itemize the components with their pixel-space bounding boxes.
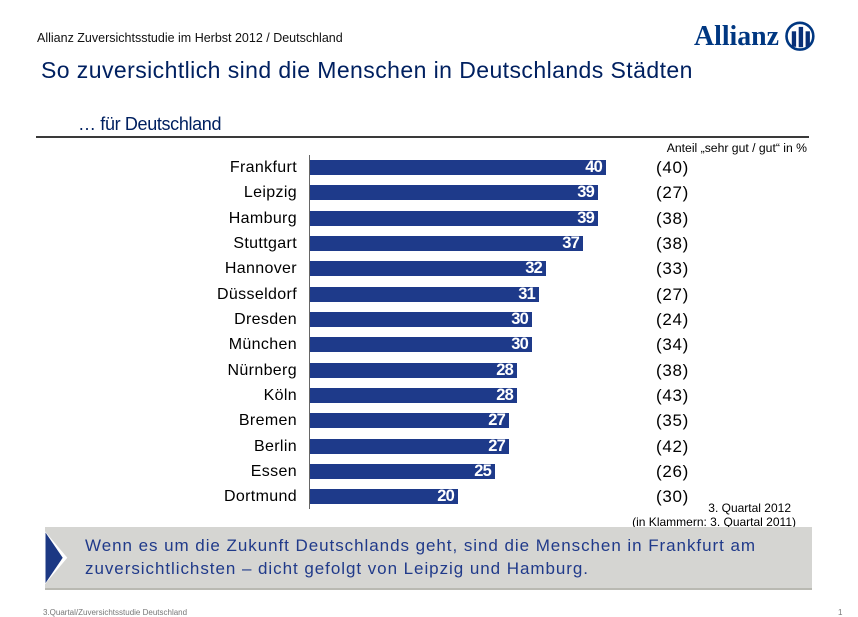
svg-text:Allianz: Allianz <box>694 21 779 52</box>
